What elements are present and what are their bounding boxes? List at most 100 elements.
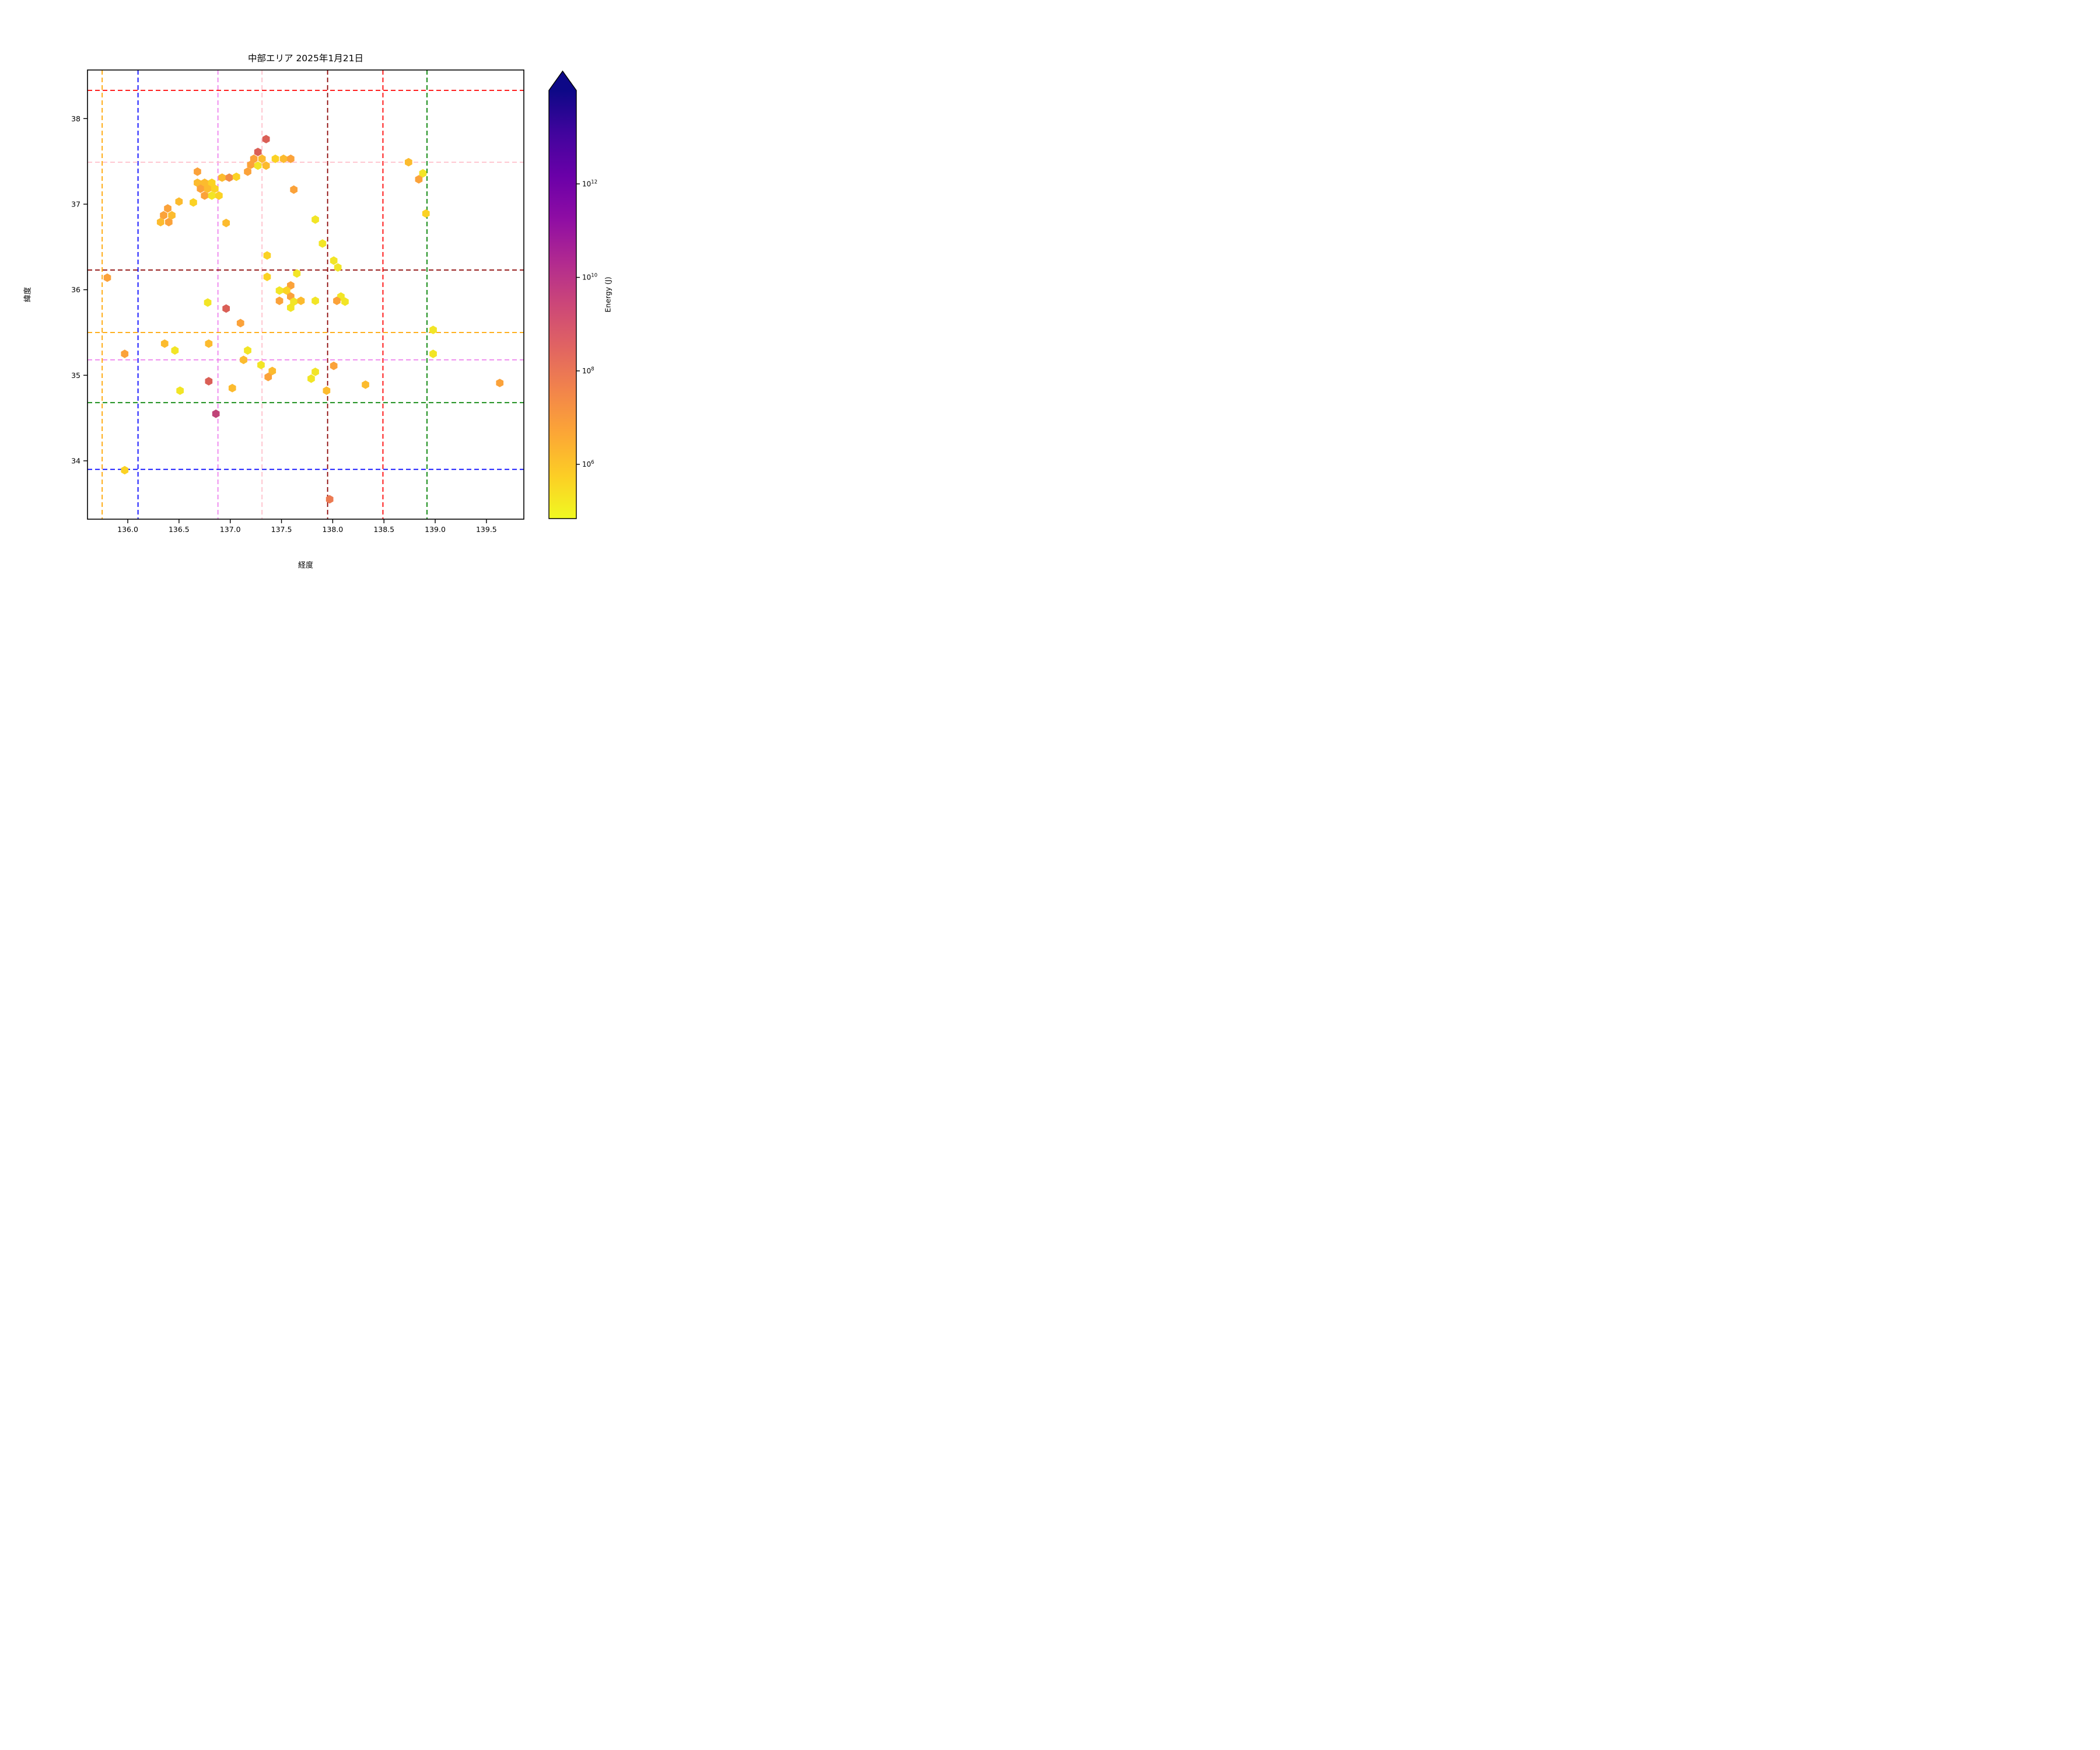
hexbin-cell xyxy=(215,191,223,200)
hexbin-cell xyxy=(264,372,272,382)
hexbin-cell xyxy=(160,339,169,348)
hexbin-cell xyxy=(268,366,276,376)
hexbin-cell xyxy=(422,209,430,218)
x-tick-label: 136.0 xyxy=(117,525,138,534)
hexbin-cell xyxy=(222,304,230,313)
hexbin-cell xyxy=(271,154,279,163)
hexbin-cell xyxy=(225,173,233,182)
colorbar xyxy=(548,70,577,519)
hexbin-cell xyxy=(312,296,319,305)
hexbin-cell xyxy=(165,218,173,227)
hexbin-cell xyxy=(330,256,338,265)
hexbin-cell xyxy=(275,296,284,305)
hexbin-cell xyxy=(194,178,201,187)
chart-title: 中部エリア 2025年1月21日 xyxy=(248,53,363,64)
hexbin-cell xyxy=(287,154,295,163)
hexbin-cell xyxy=(222,218,230,228)
y-tick-label: 35 xyxy=(71,371,80,380)
colorbar-tick-label: 1012 xyxy=(582,179,597,188)
x-tick-label: 137.0 xyxy=(220,525,241,534)
hexbin-cell xyxy=(240,355,247,365)
hexbin-cell xyxy=(176,386,184,395)
hexbin-cell xyxy=(212,410,220,418)
hexbin-cell xyxy=(334,263,342,272)
y-tick-label: 38 xyxy=(71,114,80,123)
hexbin-cell xyxy=(326,495,334,504)
hexbin-cell xyxy=(103,273,111,282)
hexbin-cell xyxy=(287,303,295,312)
plot-frame xyxy=(87,69,524,520)
hexbin-cell xyxy=(323,386,331,395)
axis-tick-labels: 136.0 136.5 137.0 137.5 138.0 138.5 139.0 139.5… xyxy=(71,114,497,534)
hexbin-cell xyxy=(263,251,271,260)
hexbin-plot: 136.0 136.5 137.0 137.5 138.0 138.5 139.0 139.5… xyxy=(71,69,597,534)
hexbin-cell xyxy=(312,215,319,224)
hexbin-cell xyxy=(429,349,437,358)
hexbin-cell xyxy=(254,148,262,156)
reference-lines xyxy=(88,70,524,519)
x-tick-label: 139.5 xyxy=(476,525,497,534)
hexbin-cell xyxy=(228,384,236,393)
hexbin-cell xyxy=(164,204,172,213)
y-tick-label: 37 xyxy=(71,200,80,208)
hexbin-cell xyxy=(244,167,251,176)
hexbin-cell xyxy=(297,296,305,305)
hexbin-cell xyxy=(405,158,412,167)
hexbin-cell xyxy=(208,191,216,200)
hexbin-cell xyxy=(236,318,244,328)
hexbin-cell xyxy=(341,297,349,306)
colorbar-tick-label: 106 xyxy=(582,460,594,468)
x-tick-label: 139.0 xyxy=(425,525,446,534)
colorbar-tick-label: 1010 xyxy=(582,273,597,282)
hexbin-cell xyxy=(205,339,213,348)
hexbin-cell xyxy=(263,272,271,281)
y-tick-label: 36 xyxy=(71,285,80,294)
hexbin-cell xyxy=(330,361,338,370)
x-tick-label: 136.5 xyxy=(169,525,190,534)
hexbin-cell xyxy=(290,297,298,306)
hexbin-cell xyxy=(250,154,258,163)
hexbin-cell xyxy=(283,286,290,295)
y-tick-label: 34 xyxy=(71,456,80,465)
hexbin-cell xyxy=(293,269,301,278)
hexbin-cell xyxy=(197,184,205,193)
hexbin-cell xyxy=(194,167,201,176)
hexbin-cell xyxy=(160,211,167,220)
hexbin-cell xyxy=(333,296,341,305)
hexbin-cell xyxy=(156,218,164,227)
hexbin-cell xyxy=(201,191,209,200)
x-tick-label: 138.5 xyxy=(373,525,394,534)
hexbin-cell xyxy=(204,184,212,193)
hexbin-cell xyxy=(318,239,327,248)
hexbin-cell xyxy=(362,380,369,389)
hexbin-cell xyxy=(290,185,298,194)
hexbin-cell xyxy=(208,178,216,187)
hexbin-cell xyxy=(262,135,270,144)
hexbin-cell xyxy=(218,173,226,182)
axis-ticks xyxy=(83,118,487,523)
hexbin-cell xyxy=(279,154,288,163)
hexbin-cell xyxy=(254,161,262,170)
hexbin-cell xyxy=(415,175,423,184)
hexbin-cell xyxy=(429,326,437,334)
figure-canvas: { "title": "中部エリア 2025年1月21日", "xlabel":… xyxy=(0,0,700,583)
x-tick-label: 137.5 xyxy=(271,525,292,534)
x-axis-label: 経度 xyxy=(298,561,314,570)
hexbin-cell xyxy=(190,198,197,207)
hexbin-cell xyxy=(307,374,315,383)
hexbin-cell xyxy=(257,360,265,369)
hexbin-points xyxy=(103,135,504,504)
hexbin-cell xyxy=(247,160,255,169)
hexbin-cell xyxy=(205,377,213,386)
hexbin-cell xyxy=(312,368,319,376)
hexbin-cell xyxy=(287,281,295,290)
hexbin-cell xyxy=(201,178,209,187)
hexbin-cell xyxy=(121,349,129,358)
hexbin-cell xyxy=(496,379,504,387)
hexbin-cell xyxy=(211,184,219,193)
hexbin-cell xyxy=(121,466,129,475)
colorbar-ticks: 106 108 1010 1012 xyxy=(576,179,597,468)
hexbin-cell xyxy=(168,211,176,220)
colorbar-tick-label: 108 xyxy=(582,366,594,375)
hexbin-cell xyxy=(275,286,284,295)
